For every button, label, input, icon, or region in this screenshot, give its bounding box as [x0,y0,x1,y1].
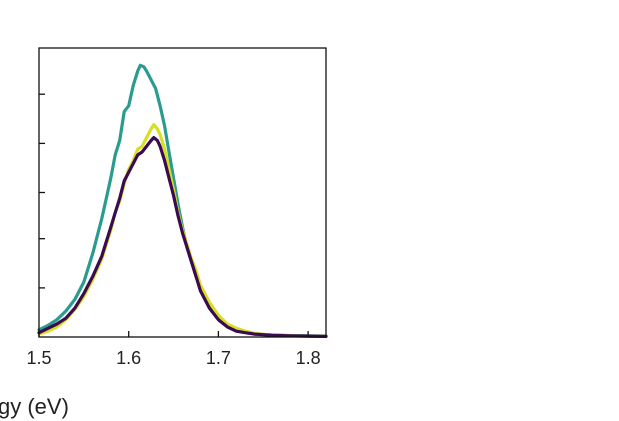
series-line-3 [37,136,328,338]
x-tick-label-4: 1.8 [296,348,321,368]
x-ticks: 1.5 1.6 1.7 1.8 [26,331,321,368]
y-ticks [39,93,45,289]
x-tick-label-1: 1.5 [26,348,51,368]
series-layer [37,63,328,338]
x-tick-label-2: 1.6 [116,348,141,368]
x-axis-label: gy (eV) [0,394,69,419]
x-tick-label-3: 1.7 [206,348,231,368]
